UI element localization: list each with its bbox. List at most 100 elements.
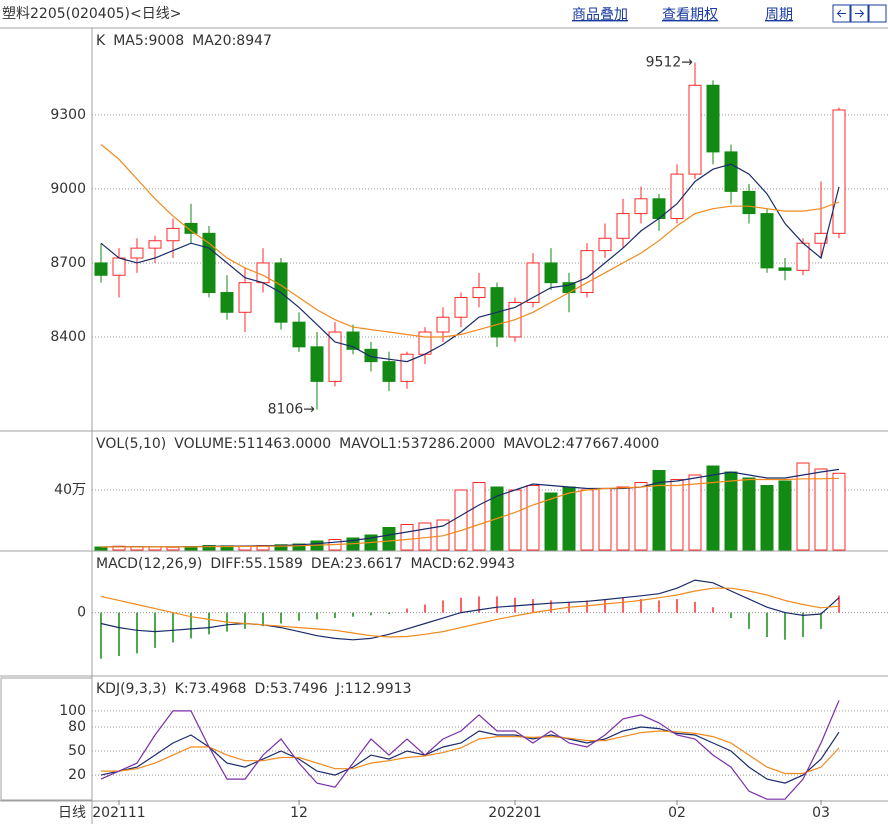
legend-entry: MAVOL2:477667.4000: [503, 436, 659, 452]
candle-body: [706, 84, 720, 153]
candle-body: [472, 287, 486, 298]
candle-body: [562, 282, 576, 294]
candle-body: [616, 213, 630, 239]
volume-bar: [688, 474, 702, 551]
candle-body: [130, 247, 144, 259]
volume-bar: [202, 545, 216, 551]
legend-title: KDJ(9,3,3): [96, 681, 167, 697]
candle-body: [220, 292, 234, 313]
volume-bar: [778, 480, 792, 551]
y-tick-label: 20: [68, 767, 86, 783]
volume-bar: [274, 544, 288, 551]
candle-body: [670, 173, 684, 220]
legend-entry: DEA:23.6617: [311, 556, 403, 572]
candle-body: [292, 321, 306, 348]
x-axis-title: 日线: [58, 805, 86, 821]
indicator-line: [101, 730, 840, 775]
candle-body: [166, 227, 180, 242]
candle-body: [814, 232, 828, 244]
volume-bar: [580, 489, 594, 551]
volume-bar: [796, 462, 810, 551]
volume-bar: [166, 546, 180, 551]
candle-body: [112, 257, 126, 276]
y-tick-label: 100: [59, 703, 86, 719]
candle-body: [832, 109, 846, 234]
legend-title: MACD(12,26,9): [96, 556, 202, 572]
legend-entry: MAVOL1:537286.2000: [339, 436, 495, 452]
indicator-line: [100, 587, 840, 638]
candle-body: [346, 331, 360, 350]
legend-entry: VOLUME:511463.0000: [174, 436, 331, 452]
header-title: 塑料2205(020405)<日线>: [2, 6, 181, 22]
volume-bar: [670, 479, 684, 551]
volume-bar: [292, 543, 306, 551]
x-tick-label: 02: [668, 805, 686, 821]
annotation: 9512→: [646, 55, 694, 71]
candle-body: [778, 267, 792, 271]
volume-bar: [454, 489, 468, 551]
x-tick-label: 12: [290, 805, 308, 821]
volume-bar: [652, 470, 666, 551]
legend-entry: K:73.4968: [175, 681, 247, 697]
annotation: 8106→: [268, 402, 316, 418]
volume-bar: [742, 477, 756, 551]
selected-panel-box: [0, 677, 93, 801]
y-tick-label: 8400: [50, 329, 86, 345]
candle-body: [724, 151, 738, 192]
volume-bar: [544, 492, 558, 551]
candle-body: [454, 296, 468, 318]
volume-bar: [634, 482, 648, 551]
indicator-line: [100, 144, 840, 338]
volume-bar: [418, 522, 432, 551]
candle-body: [364, 348, 378, 363]
candle-body: [760, 213, 774, 269]
y-tick-label: 80: [68, 719, 86, 735]
candle-body: [148, 240, 162, 249]
candle-body: [382, 361, 396, 382]
y-tick-label: 0: [77, 605, 86, 621]
legend-entry: J:112.9913: [335, 681, 412, 697]
candle-body: [238, 282, 252, 313]
header-link[interactable]: 商品叠加: [572, 7, 628, 23]
legend-entry: DIFF:55.1589: [210, 556, 303, 572]
candle-body: [400, 353, 414, 382]
y-tick-label: 50: [68, 743, 86, 759]
y-tick-label: 40万: [54, 482, 86, 498]
candle-body: [742, 190, 756, 215]
volume-bar: [526, 485, 540, 551]
indicator-line: [100, 477, 840, 548]
volume-bar: [598, 488, 612, 551]
indicator-line: [100, 579, 840, 641]
candle-body: [202, 232, 216, 294]
volume-bar: [400, 524, 414, 551]
header-link[interactable]: 查看期权: [662, 7, 718, 23]
header-link[interactable]: 周期: [765, 7, 793, 23]
legend-entry: MACD:62.9943: [410, 556, 515, 572]
volume-bar: [724, 471, 738, 551]
candle-body: [688, 84, 702, 175]
nav-icons[interactable]: [832, 4, 887, 23]
candle-body: [94, 262, 108, 276]
volume-bar: [760, 485, 774, 551]
volume-bar: [616, 486, 630, 551]
candle-body: [436, 316, 450, 333]
legend-title: VOL(5,10): [96, 436, 166, 452]
y-tick-label: 9300: [50, 107, 86, 123]
volume-bar: [706, 465, 720, 551]
indicator-line: [100, 700, 840, 800]
candle-body: [328, 331, 342, 382]
volume-bar: [508, 489, 522, 551]
volume-bar: [436, 519, 450, 551]
candle-body: [256, 262, 270, 284]
indicator-line: [100, 163, 840, 363]
candle-body: [526, 262, 540, 303]
legend-entry: MA5:9008: [113, 33, 184, 49]
y-tick-label: 9000: [50, 181, 86, 197]
header-bar: [0, 0, 888, 28]
volume-bar: [832, 472, 846, 551]
candle-body: [418, 331, 432, 355]
candle-body: [598, 237, 612, 252]
candle-body: [580, 250, 594, 294]
candle-body: [634, 198, 648, 215]
